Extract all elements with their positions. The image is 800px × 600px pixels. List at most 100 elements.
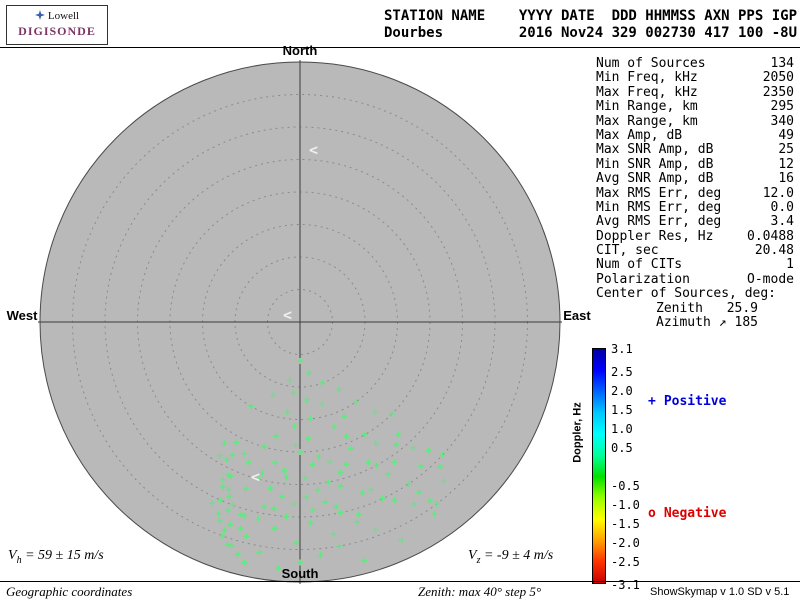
source-point: [333, 504, 339, 510]
source-point: [228, 542, 235, 549]
logo-product-text: DIGISONDE: [18, 24, 96, 38]
stat-label: Min Freq, kHz: [596, 70, 698, 86]
source-point: [272, 433, 279, 440]
source-point: [256, 549, 263, 556]
source-point: [307, 416, 314, 422]
stat-row: Zenith 25.9: [596, 300, 794, 316]
software-version-label: ShowSkymap v 1.0 SD v 5.1: [650, 586, 790, 598]
source-point: [237, 525, 244, 532]
stat-row: CIT, sec 20.48: [596, 243, 794, 259]
source-point: [368, 486, 375, 493]
stat-row: Doppler Res, Hz 0.0488: [596, 228, 794, 244]
source-point: [208, 500, 215, 507]
source-point: [359, 490, 366, 496]
plus-marker-icon: +: [648, 394, 656, 409]
header-fields-row: STATION NAME YYYY DATE DDD HHMMSS AXN PP…: [384, 8, 798, 24]
compass-south-label: South: [282, 566, 319, 581]
source-point: [325, 479, 332, 485]
vz-value: = -9 ± 4 m/s: [480, 548, 554, 563]
source-point: [293, 540, 300, 546]
stat-row: Min Range, km 295: [596, 99, 794, 115]
compass-west-label: West: [7, 308, 38, 323]
stat-row: Max Range, km 340: [596, 113, 794, 129]
stat-value: 1: [786, 257, 794, 273]
source-point: [431, 510, 438, 517]
stat-label: Doppler Res, Hz: [596, 228, 714, 244]
legend-positive: + Positive: [648, 394, 726, 409]
source-point: [352, 398, 359, 405]
source-point: [309, 461, 316, 468]
source-point: [318, 400, 325, 407]
stat-value: 185: [734, 315, 758, 331]
stat-row: Max SNR Amp, dB 25: [596, 142, 794, 158]
source-point: [292, 442, 299, 449]
lowell-digisonde-logo: Lowell DIGISONDE: [6, 5, 108, 45]
source-point: [241, 450, 248, 457]
colorbar-tick-label: -2.5: [611, 555, 640, 569]
source-point: [306, 370, 312, 377]
source-point: [297, 449, 303, 455]
source-point: [283, 474, 290, 481]
source-point: [425, 447, 432, 454]
source-point: [225, 486, 232, 493]
source-point: [393, 441, 399, 448]
vh-subscript: h: [16, 554, 22, 566]
stat-label: Max Amp, dB: [596, 127, 683, 143]
stat-value: 340: [770, 113, 794, 129]
source-point: [232, 439, 239, 446]
colorbar-tick-label: 3.1: [611, 342, 633, 356]
source-point: [337, 509, 344, 516]
stat-value: 25: [778, 142, 794, 158]
velocity-arrow-icon: <: [251, 468, 260, 486]
source-point: [261, 444, 268, 450]
source-point: [284, 409, 291, 416]
source-point: [391, 459, 398, 466]
source-point: [418, 463, 425, 470]
source-point: [278, 493, 285, 500]
source-point: [226, 493, 233, 500]
source-point: [230, 502, 237, 509]
zenith-scale-note: Zenith: max 40° step 5°: [418, 584, 542, 599]
source-point: [242, 485, 249, 492]
stats-panel: Num of Sources 134 Min Freq, kHz 2050 Max …: [596, 56, 794, 331]
stat-label: Min Range, km: [596, 99, 698, 115]
legend-positive-label: Positive: [663, 394, 727, 409]
source-point: [360, 557, 367, 564]
horizontal-velocity-readout: Vh = 59 ± 15 m/s: [8, 548, 104, 566]
source-point: [336, 543, 343, 549]
stat-label: Max SNR Amp, dB: [596, 142, 714, 158]
colorbar-axis-title: Doppler, Hz: [571, 402, 584, 463]
source-point: [372, 408, 379, 415]
vz-subscript: z: [476, 554, 481, 566]
legend-negative: o Negative: [648, 506, 726, 521]
source-point: [337, 469, 344, 476]
stat-row: Min Freq, kHz 2050: [596, 70, 794, 86]
source-point: [330, 530, 337, 537]
vh-value: = 59 ± 15 m/s: [21, 548, 104, 563]
source-point: [372, 440, 379, 447]
source-point: [362, 431, 368, 438]
colorbar-tick-label: 2.0: [611, 384, 633, 398]
stat-label: Avg RMS Err, deg: [596, 214, 722, 230]
stat-label: Azimuth ↗: [656, 315, 727, 331]
stat-row: Max Amp, dB 49: [596, 127, 794, 143]
source-point: [224, 507, 231, 514]
source-point: [305, 435, 312, 442]
stat-label: Zenith: [656, 300, 703, 316]
source-point: [220, 476, 227, 483]
velocity-arrow-icon: <: [283, 306, 292, 324]
legend-negative-label: Negative: [663, 506, 727, 521]
source-point: [241, 512, 248, 519]
colorbar-tick-label: -2.0: [611, 536, 640, 550]
stat-label: CIT, sec: [596, 243, 659, 259]
source-point: [303, 396, 310, 403]
vz-symbol: V: [468, 548, 477, 563]
stat-label: Center of Sources, deg:: [596, 286, 777, 302]
source-point: [372, 526, 379, 533]
source-point: [331, 424, 338, 431]
source-point: [384, 471, 391, 477]
source-point: [348, 445, 355, 452]
stat-row: Avg RMS Err, deg 3.4: [596, 214, 794, 230]
stat-row: Azimuth ↗ 185: [596, 315, 794, 331]
